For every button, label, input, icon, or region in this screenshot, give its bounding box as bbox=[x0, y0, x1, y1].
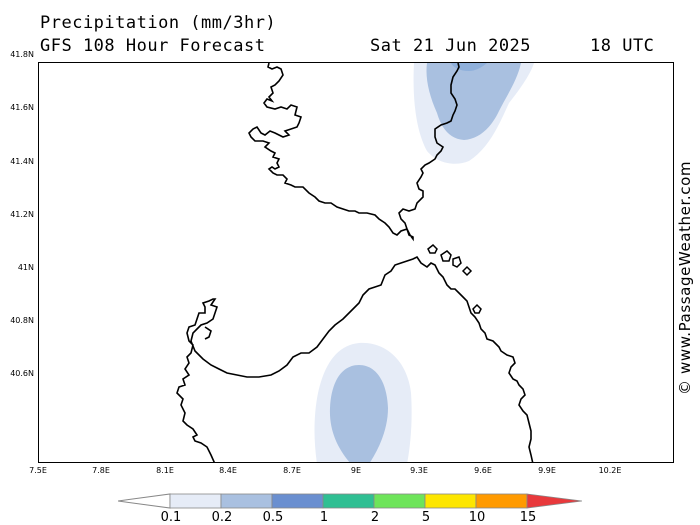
lat-label: 41.2N bbox=[10, 210, 34, 219]
legend-arrow-low bbox=[118, 493, 171, 509]
maddalena-island-5 bbox=[472, 303, 482, 314]
legend-arrow-high bbox=[526, 493, 582, 509]
lon-label: 8.4E bbox=[219, 466, 237, 475]
lon-label: 9E bbox=[350, 466, 362, 475]
legend-label: 15 bbox=[519, 510, 537, 525]
legend-swatch bbox=[220, 493, 273, 509]
maddalena-island-1 bbox=[427, 243, 438, 254]
legend-label: 10 bbox=[468, 510, 486, 525]
legend-label: 0.2 bbox=[211, 510, 233, 525]
precipitation-map bbox=[176, 63, 534, 462]
lon-label: 9.9E bbox=[538, 466, 556, 475]
lon-label: 10.2E bbox=[598, 466, 622, 475]
lon-label: 7.5E bbox=[29, 466, 47, 475]
maddalena-island-4 bbox=[461, 265, 473, 277]
forecast-label: GFS 108 Hour Forecast bbox=[40, 36, 266, 56]
legend-swatch bbox=[373, 493, 426, 509]
lat-label: 40.8N bbox=[10, 316, 34, 325]
lat-label: 41.4N bbox=[10, 157, 34, 166]
precip-core-south bbox=[329, 365, 388, 462]
sardinia-cape-spur bbox=[204, 326, 212, 340]
lon-label: 8.7E bbox=[283, 466, 301, 475]
lat-label: 41.8N bbox=[10, 50, 34, 59]
map-frame bbox=[38, 62, 674, 463]
legend-swatch bbox=[475, 493, 528, 509]
legend-label: 5 bbox=[421, 510, 431, 525]
maddalena-island-3 bbox=[452, 256, 462, 268]
maddalena-island-2 bbox=[440, 250, 452, 262]
legend-label: 2 bbox=[370, 510, 380, 525]
forecast-time: 18 UTC bbox=[590, 36, 655, 56]
legend-label: 0.1 bbox=[160, 510, 182, 525]
corsica-coastline bbox=[248, 63, 460, 242]
forecast-date: Sat 21 Jun 2025 bbox=[370, 36, 532, 56]
color-scale-legend bbox=[118, 493, 582, 509]
precip-peak-northeast bbox=[451, 63, 487, 71]
legend-swatch bbox=[424, 493, 477, 509]
lat-label: 41.6N bbox=[10, 103, 34, 112]
sardinia-coastline bbox=[176, 255, 534, 462]
lon-label: 8.1E bbox=[156, 466, 174, 475]
lat-label: 40.6N bbox=[10, 369, 34, 378]
lon-label: 9.3E bbox=[410, 466, 428, 475]
legend-label: 1 bbox=[319, 510, 329, 525]
map-title: Precipitation (mm/3hr) bbox=[40, 13, 277, 33]
lon-label: 9.6E bbox=[474, 466, 492, 475]
legend-swatch bbox=[169, 493, 222, 509]
legend-label: 0.5 bbox=[262, 510, 284, 525]
legend-swatch bbox=[271, 493, 324, 509]
lat-label: 41N bbox=[17, 263, 34, 272]
site-credit: © www.PassageWeather.com bbox=[676, 160, 694, 395]
legend-swatch bbox=[322, 493, 375, 509]
lon-label: 7.8E bbox=[92, 466, 110, 475]
